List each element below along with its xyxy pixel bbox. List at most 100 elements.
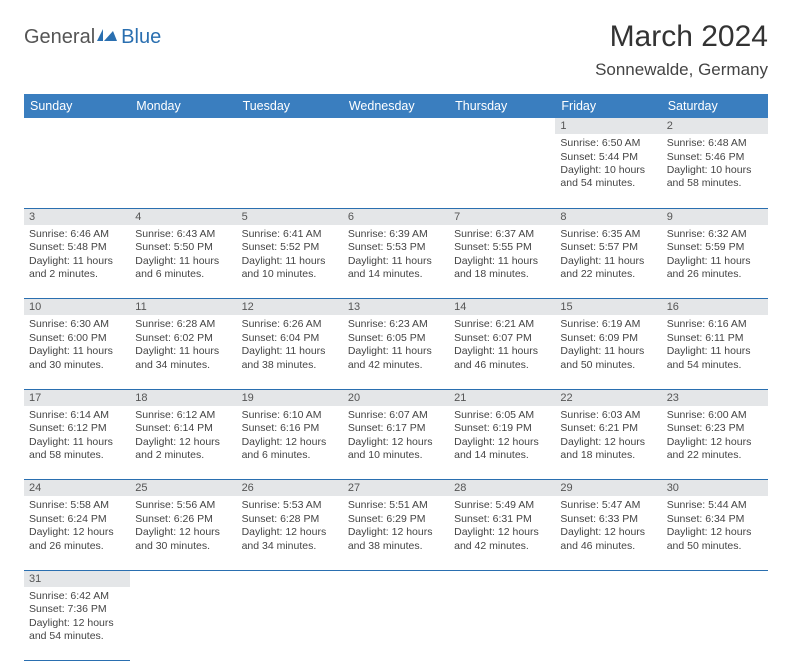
sunrise-text: Sunrise: 6:28 AM [135, 318, 231, 331]
day-number-cell [130, 570, 236, 587]
day-detail-cell: Sunrise: 6:30 AMSunset: 6:00 PMDaylight:… [24, 315, 130, 389]
sunrise-text: Sunrise: 5:44 AM [667, 499, 763, 512]
daylight-text: Daylight: 11 hours and 14 minutes. [348, 255, 444, 282]
day-number-cell: 18 [130, 389, 236, 406]
logo: General Blue [24, 20, 161, 49]
column-header: Friday [555, 94, 661, 118]
sunrise-text: Sunrise: 6:48 AM [667, 137, 763, 150]
sunset-text: Sunset: 6:09 PM [560, 332, 656, 345]
day-number-cell: 5 [237, 208, 343, 225]
daylight-text: Daylight: 12 hours and 10 minutes. [348, 436, 444, 463]
sunset-text: Sunset: 5:59 PM [667, 241, 763, 254]
day-detail-cell: Sunrise: 5:56 AMSunset: 6:26 PMDaylight:… [130, 496, 236, 570]
day-detail-cell [449, 134, 555, 208]
daylight-text: Daylight: 11 hours and 34 minutes. [135, 345, 231, 372]
sunset-text: Sunset: 5:44 PM [560, 151, 656, 164]
daylight-text: Daylight: 12 hours and 18 minutes. [560, 436, 656, 463]
sunset-text: Sunset: 6:11 PM [667, 332, 763, 345]
sunrise-text: Sunrise: 6:03 AM [560, 409, 656, 422]
daylight-text: Daylight: 10 hours and 58 minutes. [667, 164, 763, 191]
sunrise-text: Sunrise: 6:19 AM [560, 318, 656, 331]
day-number-cell: 29 [555, 480, 661, 497]
day-detail-cell [662, 587, 768, 661]
day-number-cell: 7 [449, 208, 555, 225]
daylight-text: Daylight: 11 hours and 46 minutes. [454, 345, 550, 372]
sunset-text: Sunset: 6:21 PM [560, 422, 656, 435]
logo-text-blue: Blue [121, 26, 161, 49]
day-number-cell: 27 [343, 480, 449, 497]
day-number-cell [343, 118, 449, 134]
location: Sonnewalde, Germany [595, 60, 768, 80]
daylight-text: Daylight: 11 hours and 42 minutes. [348, 345, 444, 372]
day-number-cell: 9 [662, 208, 768, 225]
daylight-text: Daylight: 11 hours and 18 minutes. [454, 255, 550, 282]
day-number-cell: 21 [449, 389, 555, 406]
sunset-text: Sunset: 6:04 PM [242, 332, 338, 345]
daynum-row: 10111213141516 [24, 299, 768, 316]
day-detail-cell: Sunrise: 6:10 AMSunset: 6:16 PMDaylight:… [237, 406, 343, 480]
sunrise-text: Sunrise: 6:35 AM [560, 228, 656, 241]
daylight-text: Daylight: 12 hours and 30 minutes. [135, 526, 231, 553]
day-number-cell: 16 [662, 299, 768, 316]
sunrise-text: Sunrise: 6:37 AM [454, 228, 550, 241]
logo-text-general: General [24, 26, 95, 49]
day-detail-cell: Sunrise: 6:26 AMSunset: 6:04 PMDaylight:… [237, 315, 343, 389]
day-number-cell [237, 570, 343, 587]
sunrise-text: Sunrise: 6:42 AM [29, 590, 125, 603]
detail-row: Sunrise: 6:42 AMSunset: 7:36 PMDaylight:… [24, 587, 768, 661]
day-number-cell: 11 [130, 299, 236, 316]
day-detail-cell [24, 134, 130, 208]
sunset-text: Sunset: 6:33 PM [560, 513, 656, 526]
day-detail-cell: Sunrise: 5:58 AMSunset: 6:24 PMDaylight:… [24, 496, 130, 570]
day-number-cell: 12 [237, 299, 343, 316]
daylight-text: Daylight: 11 hours and 26 minutes. [667, 255, 763, 282]
day-detail-cell: Sunrise: 6:37 AMSunset: 5:55 PMDaylight:… [449, 225, 555, 299]
daylight-text: Daylight: 12 hours and 54 minutes. [29, 617, 125, 644]
daylight-text: Daylight: 12 hours and 6 minutes. [242, 436, 338, 463]
day-number-cell [237, 118, 343, 134]
sunset-text: Sunset: 5:48 PM [29, 241, 125, 254]
sunset-text: Sunset: 6:28 PM [242, 513, 338, 526]
day-detail-cell: Sunrise: 6:50 AMSunset: 5:44 PMDaylight:… [555, 134, 661, 208]
sunrise-text: Sunrise: 5:53 AM [242, 499, 338, 512]
daynum-row: 24252627282930 [24, 480, 768, 497]
day-number-cell [662, 570, 768, 587]
sunset-text: Sunset: 6:00 PM [29, 332, 125, 345]
day-detail-cell: Sunrise: 6:39 AMSunset: 5:53 PMDaylight:… [343, 225, 449, 299]
day-number-cell: 19 [237, 389, 343, 406]
sunrise-text: Sunrise: 5:51 AM [348, 499, 444, 512]
day-number-cell: 22 [555, 389, 661, 406]
column-header: Saturday [662, 94, 768, 118]
daylight-text: Daylight: 11 hours and 22 minutes. [560, 255, 656, 282]
daynum-row: 12 [24, 118, 768, 134]
sunrise-text: Sunrise: 6:05 AM [454, 409, 550, 422]
detail-row: Sunrise: 5:58 AMSunset: 6:24 PMDaylight:… [24, 496, 768, 570]
day-detail-cell: Sunrise: 5:51 AMSunset: 6:29 PMDaylight:… [343, 496, 449, 570]
daylight-text: Daylight: 12 hours and 14 minutes. [454, 436, 550, 463]
sunrise-text: Sunrise: 6:32 AM [667, 228, 763, 241]
day-detail-cell [343, 134, 449, 208]
daylight-text: Daylight: 11 hours and 54 minutes. [667, 345, 763, 372]
day-detail-cell: Sunrise: 5:47 AMSunset: 6:33 PMDaylight:… [555, 496, 661, 570]
day-detail-cell: Sunrise: 6:43 AMSunset: 5:50 PMDaylight:… [130, 225, 236, 299]
day-detail-cell: Sunrise: 6:46 AMSunset: 5:48 PMDaylight:… [24, 225, 130, 299]
sunrise-text: Sunrise: 6:12 AM [135, 409, 231, 422]
detail-row: Sunrise: 6:14 AMSunset: 6:12 PMDaylight:… [24, 406, 768, 480]
day-detail-cell: Sunrise: 6:42 AMSunset: 7:36 PMDaylight:… [24, 587, 130, 661]
sunset-text: Sunset: 5:55 PM [454, 241, 550, 254]
sunrise-text: Sunrise: 6:30 AM [29, 318, 125, 331]
day-number-cell: 13 [343, 299, 449, 316]
day-number-cell: 4 [130, 208, 236, 225]
day-detail-cell: Sunrise: 6:14 AMSunset: 6:12 PMDaylight:… [24, 406, 130, 480]
sunset-text: Sunset: 6:14 PM [135, 422, 231, 435]
sunrise-text: Sunrise: 6:26 AM [242, 318, 338, 331]
day-detail-cell: Sunrise: 6:05 AMSunset: 6:19 PMDaylight:… [449, 406, 555, 480]
sunrise-text: Sunrise: 6:23 AM [348, 318, 444, 331]
sunrise-text: Sunrise: 5:56 AM [135, 499, 231, 512]
day-number-cell: 2 [662, 118, 768, 134]
sunrise-text: Sunrise: 6:41 AM [242, 228, 338, 241]
daylight-text: Daylight: 12 hours and 38 minutes. [348, 526, 444, 553]
daylight-text: Daylight: 11 hours and 50 minutes. [560, 345, 656, 372]
sunset-text: Sunset: 6:05 PM [348, 332, 444, 345]
daynum-row: 3456789 [24, 208, 768, 225]
